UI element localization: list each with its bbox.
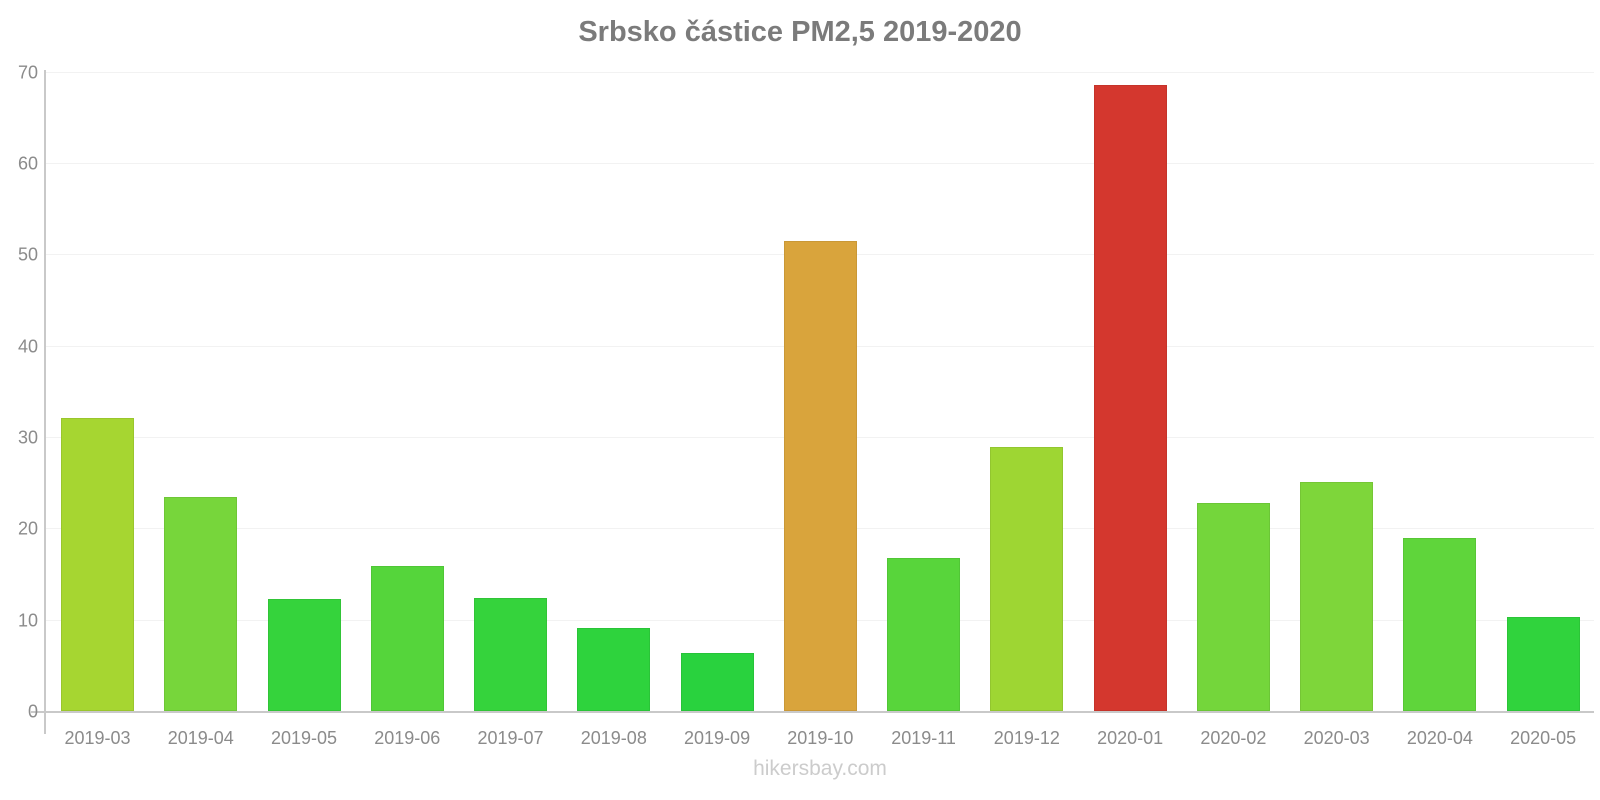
bar-2019-04[interactable] [164, 497, 238, 711]
y-tick-label-0: 0 [27, 701, 38, 722]
x-tick-label-2019-09: 2019-09 [684, 728, 751, 748]
x-tick-label-2020-04: 2020-04 [1406, 728, 1473, 748]
x-tick-label-2020-03: 2020-03 [1303, 728, 1370, 748]
gridline-70 [46, 71, 1594, 73]
x-axis-baseline [45, 711, 1594, 713]
y-tick-label-60: 60 [17, 153, 38, 174]
bar-2020-04[interactable] [1403, 538, 1477, 711]
bar-2019-06[interactable] [370, 565, 444, 711]
bar-2019-11[interactable] [887, 557, 961, 711]
x-tick-label-2019-12: 2019-12 [993, 728, 1060, 748]
bar-2019-10[interactable] [783, 240, 857, 711]
bar-2020-03[interactable] [1300, 481, 1374, 711]
bar-2020-05[interactable] [1506, 616, 1580, 711]
x-tick-label-2019-03: 2019-03 [64, 728, 131, 748]
y-axis-zero-tick [31, 711, 45, 713]
bar-2019-03[interactable] [61, 417, 134, 711]
y-tick-label-20: 20 [17, 518, 38, 539]
x-tick-label-2019-06: 2019-06 [374, 728, 441, 748]
bar-2019-12[interactable] [990, 447, 1064, 711]
y-tick-label-10: 10 [17, 610, 38, 631]
bar-2019-05[interactable] [267, 598, 341, 711]
chart-title: Srbsko částice PM2,5 2019-2020 [578, 16, 1022, 48]
x-tick-label-2019-10: 2019-10 [787, 728, 854, 748]
x-tick-label-2019-07: 2019-07 [477, 728, 544, 748]
watermark: hikersbay.com [753, 757, 887, 780]
x-tick-label-2019-08: 2019-08 [580, 728, 647, 748]
bar-2020-01[interactable] [1093, 85, 1167, 711]
bar-2020-02[interactable] [1196, 502, 1270, 711]
x-tick-label-2019-05: 2019-05 [270, 728, 338, 748]
gridline-60 [46, 163, 1594, 165]
x-tick-label-2020-02: 2020-02 [1200, 728, 1267, 748]
y-axis-line [44, 70, 46, 734]
x-tick-label-2020-05: 2020-05 [1510, 728, 1577, 748]
y-tick-label-40: 40 [17, 336, 38, 357]
x-tick-label-2019-04: 2019-04 [167, 728, 234, 748]
x-tick-label-2019-11: 2019-11 [891, 728, 956, 748]
y-tick-label-70: 70 [17, 62, 38, 83]
x-tick-label-2020-01: 2020-01 [1097, 728, 1164, 748]
bar-2019-08[interactable] [577, 627, 651, 711]
y-tick-label-50: 50 [17, 244, 38, 265]
bar-2019-09[interactable] [680, 653, 754, 711]
y-tick-label-30: 30 [17, 427, 38, 448]
bar-2019-07[interactable] [474, 597, 548, 711]
